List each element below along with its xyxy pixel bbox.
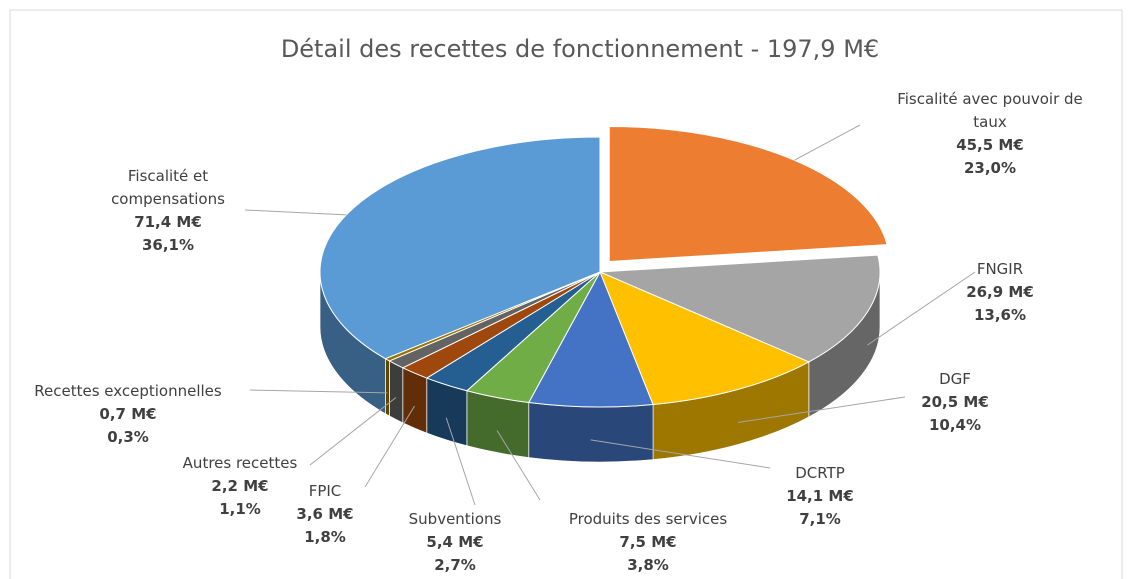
value-label: 1,8% bbox=[304, 528, 346, 546]
data-label: Recettes exceptionnelles 0,7 M€ 0,3% bbox=[8, 380, 248, 449]
value-label: 5,4 M€ bbox=[426, 533, 484, 551]
category-label: FNGIR bbox=[976, 260, 1024, 278]
value-label: 36,1% bbox=[141, 236, 195, 254]
category-label: Recettes exceptionnelles bbox=[34, 382, 222, 400]
category-label: Fiscalité avec pouvoir de taux bbox=[897, 90, 1083, 131]
value-label: 0,3% bbox=[107, 428, 149, 446]
leader-line bbox=[867, 271, 976, 346]
chart-title: Détail des recettes de fonctionnement - … bbox=[281, 35, 879, 63]
value-label: 2,2 M€ bbox=[211, 477, 269, 495]
category-label: Autres recettes bbox=[182, 454, 298, 472]
leader-line bbox=[794, 124, 861, 161]
value-label: 3,8% bbox=[627, 556, 669, 574]
value-label: 0,7 M€ bbox=[99, 405, 157, 423]
leader-line bbox=[309, 397, 397, 466]
leader-line bbox=[590, 439, 771, 469]
category-label: FPIC bbox=[308, 482, 342, 500]
category-label: Subventions bbox=[408, 510, 502, 528]
data-label: Fiscalité et compensations 71,4 M€ 36,1% bbox=[93, 165, 243, 257]
leader-line bbox=[244, 209, 347, 216]
slice-side bbox=[402, 367, 428, 434]
slice-side bbox=[528, 402, 654, 463]
leader-line bbox=[445, 417, 476, 506]
value-label: 26,9 M€ bbox=[966, 283, 1034, 301]
data-label: FNGIR 26,9 M€ 13,6% bbox=[940, 258, 1060, 327]
leader-line bbox=[738, 396, 906, 423]
slice-side bbox=[389, 360, 404, 424]
value-label: 2,7% bbox=[434, 556, 476, 574]
slice-side bbox=[384, 358, 390, 417]
value-label: 23,0% bbox=[963, 159, 1017, 177]
value-label: 20,5 M€ bbox=[921, 393, 989, 411]
value-label: 7,1% bbox=[799, 510, 841, 528]
data-label: DGF 20,5 M€ 10,4% bbox=[900, 368, 1010, 437]
value-label: 71,4 M€ bbox=[134, 213, 202, 231]
value-label: 1,1% bbox=[219, 500, 261, 518]
value-label: 45,5 M€ bbox=[956, 136, 1024, 154]
value-label: 10,4% bbox=[928, 416, 982, 434]
value-label: 3,6 M€ bbox=[296, 505, 354, 523]
category-label: Produits des services bbox=[568, 510, 728, 528]
value-label: 7,5 M€ bbox=[619, 533, 677, 551]
leader-line bbox=[249, 389, 388, 394]
slice bbox=[319, 136, 601, 360]
slice bbox=[599, 254, 881, 363]
slice bbox=[599, 271, 810, 406]
value-label: 13,6% bbox=[973, 306, 1027, 324]
data-label: Produits des services 7,5 M€ 3,8% bbox=[538, 508, 758, 577]
leader-line bbox=[496, 430, 541, 501]
slice bbox=[608, 125, 888, 263]
category-label: Fiscalité et compensations bbox=[111, 167, 225, 208]
data-label: DCRTP 14,1 M€ 7,1% bbox=[765, 462, 875, 531]
leader-line bbox=[364, 405, 415, 488]
chart-border bbox=[9, 9, 1123, 579]
category-label: DGF bbox=[939, 370, 971, 388]
value-label: 14,1 M€ bbox=[786, 487, 854, 505]
category-label: DCRTP bbox=[795, 464, 845, 482]
data-label: Autres recettes 2,2 M€ 1,1% bbox=[170, 452, 310, 521]
data-label: Subventions 5,4 M€ 2,7% bbox=[395, 508, 515, 577]
slice bbox=[527, 270, 654, 408]
data-label: Fiscalité avec pouvoir de taux 45,5 M€ 23,… bbox=[895, 88, 1085, 180]
data-label: FPIC 3,6 M€ 1,8% bbox=[290, 480, 360, 549]
